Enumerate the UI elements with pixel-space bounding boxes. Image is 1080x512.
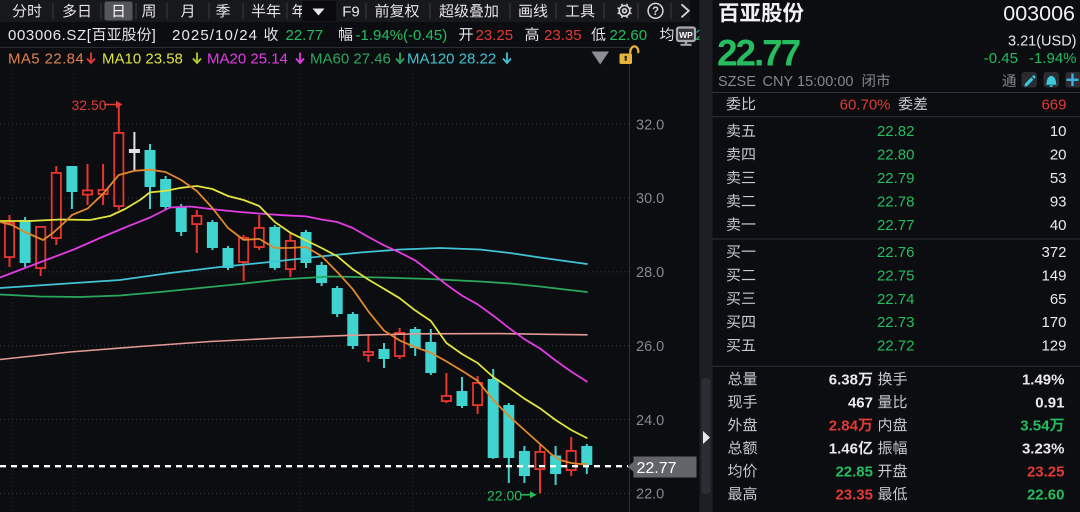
svg-text:2.84: 2.84 <box>829 417 859 434</box>
svg-text:23.35: 23.35 <box>835 486 873 503</box>
svg-text:30.0: 30.0 <box>636 191 664 207</box>
svg-text:2025/10/24: 2025/10/24 <box>172 27 258 44</box>
svg-text:22.79: 22.79 <box>877 170 915 187</box>
svg-text:65: 65 <box>1050 291 1067 308</box>
svg-text:40: 40 <box>1050 217 1067 234</box>
svg-text:53: 53 <box>1050 170 1067 187</box>
svg-text:129: 129 <box>1041 338 1066 355</box>
svg-text:23.25: 23.25 <box>476 27 514 44</box>
svg-text:22.78: 22.78 <box>877 193 915 210</box>
svg-text:22.82: 22.82 <box>877 123 915 140</box>
svg-text:]: ] <box>152 27 156 44</box>
svg-text:?: ? <box>652 6 659 18</box>
svg-text:22.85: 22.85 <box>835 463 873 480</box>
svg-text:24.0: 24.0 <box>636 413 664 429</box>
svg-text:22.60: 22.60 <box>1027 486 1065 503</box>
svg-text:3.23%: 3.23% <box>1022 440 1065 457</box>
svg-text:MA60 27.46: MA60 27.46 <box>310 51 391 68</box>
svg-text:32.50: 32.50 <box>72 97 107 113</box>
svg-text:F9: F9 <box>342 3 360 20</box>
svg-text:10: 10 <box>1050 123 1067 140</box>
svg-text:3.54: 3.54 <box>1020 417 1050 434</box>
svg-text:23.35: 23.35 <box>544 27 582 44</box>
svg-text:22.73: 22.73 <box>877 314 915 331</box>
svg-text:-0.45: -0.45 <box>984 50 1018 67</box>
svg-text:669: 669 <box>1041 96 1066 113</box>
svg-text:28.0: 28.0 <box>636 265 664 281</box>
svg-text:22.75: 22.75 <box>877 267 915 284</box>
svg-text:003006: 003006 <box>1003 2 1075 26</box>
svg-text:26.0: 26.0 <box>636 339 664 355</box>
svg-text:22.77: 22.77 <box>717 33 800 74</box>
svg-text:22.77: 22.77 <box>286 27 324 44</box>
svg-text:-1.94%: -1.94% <box>1029 50 1077 67</box>
svg-text:MA20 25.14: MA20 25.14 <box>207 51 288 68</box>
svg-text:170: 170 <box>1041 314 1066 331</box>
svg-text:22.77: 22.77 <box>877 217 915 234</box>
svg-text:1.46: 1.46 <box>829 440 858 457</box>
svg-text:60.70%: 60.70% <box>840 96 891 113</box>
svg-text:CNY: CNY <box>763 74 794 90</box>
svg-text:22.00: 22.00 <box>487 488 522 504</box>
svg-text:22.80: 22.80 <box>877 147 915 164</box>
svg-text:22.72: 22.72 <box>877 338 915 355</box>
svg-text:372: 372 <box>1041 244 1066 261</box>
svg-text:WP: WP <box>679 30 693 40</box>
svg-text:23.25: 23.25 <box>1027 463 1065 480</box>
svg-text:MA10 23.58: MA10 23.58 <box>102 51 183 68</box>
svg-text:MA5 22.84: MA5 22.84 <box>8 51 84 68</box>
svg-text:22.76: 22.76 <box>877 244 915 261</box>
svg-text:-1.94%(-0.45): -1.94%(-0.45) <box>356 27 448 44</box>
svg-text:20: 20 <box>1050 147 1067 164</box>
svg-text:0.91: 0.91 <box>1035 394 1064 411</box>
svg-text:3.21(USD): 3.21(USD) <box>1008 34 1077 50</box>
svg-text:22.74: 22.74 <box>877 291 915 308</box>
svg-text:1.49%: 1.49% <box>1022 371 1065 388</box>
svg-text:22.0: 22.0 <box>636 487 664 503</box>
svg-text:6.38: 6.38 <box>829 371 858 388</box>
svg-text:93: 93 <box>1050 193 1067 210</box>
svg-text:22.60: 22.60 <box>610 27 648 44</box>
svg-text:SZSE: SZSE <box>718 74 756 90</box>
svg-text:149: 149 <box>1041 267 1066 284</box>
svg-text:003006.SZ[: 003006.SZ[ <box>8 27 92 44</box>
svg-text:467: 467 <box>848 394 873 411</box>
svg-text:MA120 28.22: MA120 28.22 <box>407 51 496 68</box>
svg-text:32.0: 32.0 <box>636 117 664 133</box>
svg-text:22.77: 22.77 <box>637 460 677 477</box>
svg-text:15:00:00: 15:00:00 <box>797 74 853 90</box>
